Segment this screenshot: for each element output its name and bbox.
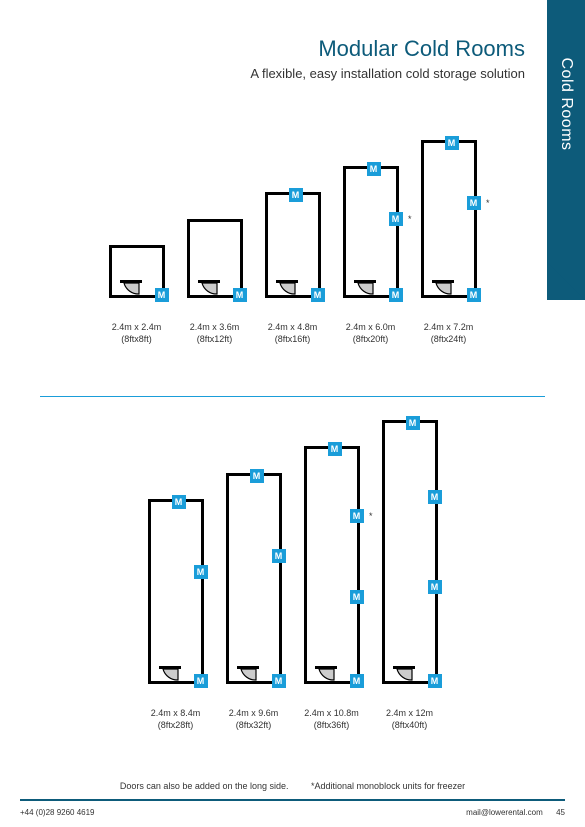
room-label: 2.4m x 6.0m (8ftx20ft) bbox=[346, 322, 396, 345]
room-label: 2.4m x 7.2m (8ftx24ft) bbox=[424, 322, 474, 345]
monoblock-star: * bbox=[486, 198, 490, 208]
room-plan: MM bbox=[265, 192, 321, 298]
monoblock-icon: M bbox=[328, 442, 342, 456]
room-unit: MMMM 2.4m x 12m (8ftx40ft) bbox=[382, 420, 438, 731]
room-dim-metric: 2.4m x 12m bbox=[386, 708, 433, 720]
monoblock-icon: M bbox=[428, 490, 442, 504]
monoblock-icon: M bbox=[155, 288, 169, 302]
room-dim-metric: 2.4m x 6.0m bbox=[346, 322, 396, 334]
room-unit: MMM 2.4m x 9.6m (8ftx32ft) bbox=[226, 473, 282, 731]
footer-divider bbox=[20, 799, 565, 801]
section-divider bbox=[40, 396, 545, 397]
side-tab-label: Cold Rooms bbox=[557, 57, 575, 150]
monoblock-icon: M bbox=[250, 469, 264, 483]
monoblock-star: * bbox=[369, 511, 373, 521]
header: Modular Cold Rooms A flexible, easy inst… bbox=[250, 36, 525, 81]
room-unit: M 2.4m x 2.4m (8ftx8ft) bbox=[109, 245, 165, 345]
room-unit: M 2.4m x 3.6m (8ftx12ft) bbox=[187, 219, 243, 345]
monoblock-icon: M bbox=[428, 580, 442, 594]
room-label: 2.4m x 8.4m (8ftx28ft) bbox=[151, 708, 201, 731]
monoblock-icon: M bbox=[194, 565, 208, 579]
monoblock-icon: M bbox=[194, 674, 208, 688]
door-icon bbox=[354, 280, 376, 298]
room-dim-imperial: (8ftx24ft) bbox=[424, 334, 474, 346]
door-icon bbox=[159, 666, 181, 684]
room-label: 2.4m x 9.6m (8ftx32ft) bbox=[229, 708, 279, 731]
monoblock-icon: M bbox=[289, 188, 303, 202]
footnote-doors: Doors can also be added on the long side… bbox=[120, 781, 289, 791]
monoblock-icon: M bbox=[406, 416, 420, 430]
room-plan: MMM* bbox=[421, 140, 477, 298]
monoblock-icon: M bbox=[467, 196, 481, 210]
monoblock-icon: M bbox=[350, 509, 364, 523]
monoblock-icon: M bbox=[389, 212, 403, 226]
monoblock-icon: M bbox=[311, 288, 325, 302]
room-label: 2.4m x 4.8m (8ftx16ft) bbox=[268, 322, 318, 345]
room-label: 2.4m x 3.6m (8ftx12ft) bbox=[190, 322, 240, 345]
room-plan: MMMM* bbox=[304, 446, 360, 684]
room-plan: MMM* bbox=[343, 166, 399, 298]
room-dim-metric: 2.4m x 10.8m bbox=[304, 708, 359, 720]
room-label: 2.4m x 10.8m (8ftx36ft) bbox=[304, 708, 359, 731]
diagram-row-2: MMM 2.4m x 8.4m (8ftx28ft) MMM 2.4m x 9.… bbox=[90, 420, 495, 731]
room-dim-metric: 2.4m x 3.6m bbox=[190, 322, 240, 334]
room-unit: MMM* 2.4m x 7.2m (8ftx24ft) bbox=[421, 140, 477, 345]
monoblock-icon: M bbox=[272, 549, 286, 563]
monoblock-icon: M bbox=[467, 288, 481, 302]
monoblock-icon: M bbox=[389, 288, 403, 302]
room-label: 2.4m x 2.4m (8ftx8ft) bbox=[112, 322, 162, 345]
room-dim-imperial: (8ftx12ft) bbox=[190, 334, 240, 346]
room-dim-imperial: (8ftx40ft) bbox=[386, 720, 433, 732]
room-plan: MMMM bbox=[382, 420, 438, 684]
room-dim-metric: 2.4m x 4.8m bbox=[268, 322, 318, 334]
monoblock-icon: M bbox=[367, 162, 381, 176]
room-plan: MMM bbox=[148, 499, 204, 684]
door-icon bbox=[198, 280, 220, 298]
room-dim-metric: 2.4m x 2.4m bbox=[112, 322, 162, 334]
page-title: Modular Cold Rooms bbox=[250, 36, 525, 62]
room-unit: MMM* 2.4m x 6.0m (8ftx20ft) bbox=[343, 166, 399, 345]
room-dim-imperial: (8ftx36ft) bbox=[304, 720, 359, 732]
footer-email: mail@lowerental.com bbox=[466, 808, 543, 817]
footer-page-number: 45 bbox=[556, 808, 565, 817]
room-dim-metric: 2.4m x 9.6m bbox=[229, 708, 279, 720]
page-subtitle: A flexible, easy installation cold stora… bbox=[250, 66, 525, 81]
footer-phone: +44 (0)28 9260 4619 bbox=[20, 808, 95, 817]
room-dim-metric: 2.4m x 8.4m bbox=[151, 708, 201, 720]
room-plan: MMM bbox=[226, 473, 282, 684]
side-tab: Cold Rooms bbox=[547, 0, 585, 300]
door-icon bbox=[120, 280, 142, 298]
room-label: 2.4m x 12m (8ftx40ft) bbox=[386, 708, 433, 731]
room-dim-imperial: (8ftx16ft) bbox=[268, 334, 318, 346]
room-dim-imperial: (8ftx28ft) bbox=[151, 720, 201, 732]
page-footer: +44 (0)28 9260 4619 mail@lowerental.com … bbox=[20, 808, 565, 817]
monoblock-icon: M bbox=[350, 674, 364, 688]
footnotes: Doors can also be added on the long side… bbox=[0, 781, 585, 791]
door-icon bbox=[237, 666, 259, 684]
room-dim-metric: 2.4m x 7.2m bbox=[424, 322, 474, 334]
monoblock-icon: M bbox=[445, 136, 459, 150]
monoblock-star: * bbox=[408, 214, 412, 224]
room-dim-imperial: (8ftx32ft) bbox=[229, 720, 279, 732]
monoblock-icon: M bbox=[350, 590, 364, 604]
room-unit: MMMM* 2.4m x 10.8m (8ftx36ft) bbox=[304, 446, 360, 731]
monoblock-icon: M bbox=[428, 674, 442, 688]
room-plan: M bbox=[109, 245, 165, 298]
monoblock-icon: M bbox=[233, 288, 247, 302]
footnote-monoblock: *Additional monoblock units for freezer bbox=[311, 781, 465, 791]
door-icon bbox=[315, 666, 337, 684]
room-dim-imperial: (8ftx20ft) bbox=[346, 334, 396, 346]
door-icon bbox=[276, 280, 298, 298]
room-unit: MM 2.4m x 4.8m (8ftx16ft) bbox=[265, 192, 321, 345]
room-plan: M bbox=[187, 219, 243, 298]
room-unit: MMM 2.4m x 8.4m (8ftx28ft) bbox=[148, 499, 204, 731]
room-dim-imperial: (8ftx8ft) bbox=[112, 334, 162, 346]
diagram-row-1: M 2.4m x 2.4m (8ftx8ft) M 2.4m x 3.6m (8… bbox=[60, 140, 525, 345]
door-icon bbox=[393, 666, 415, 684]
monoblock-icon: M bbox=[272, 674, 286, 688]
door-icon bbox=[432, 280, 454, 298]
monoblock-icon: M bbox=[172, 495, 186, 509]
